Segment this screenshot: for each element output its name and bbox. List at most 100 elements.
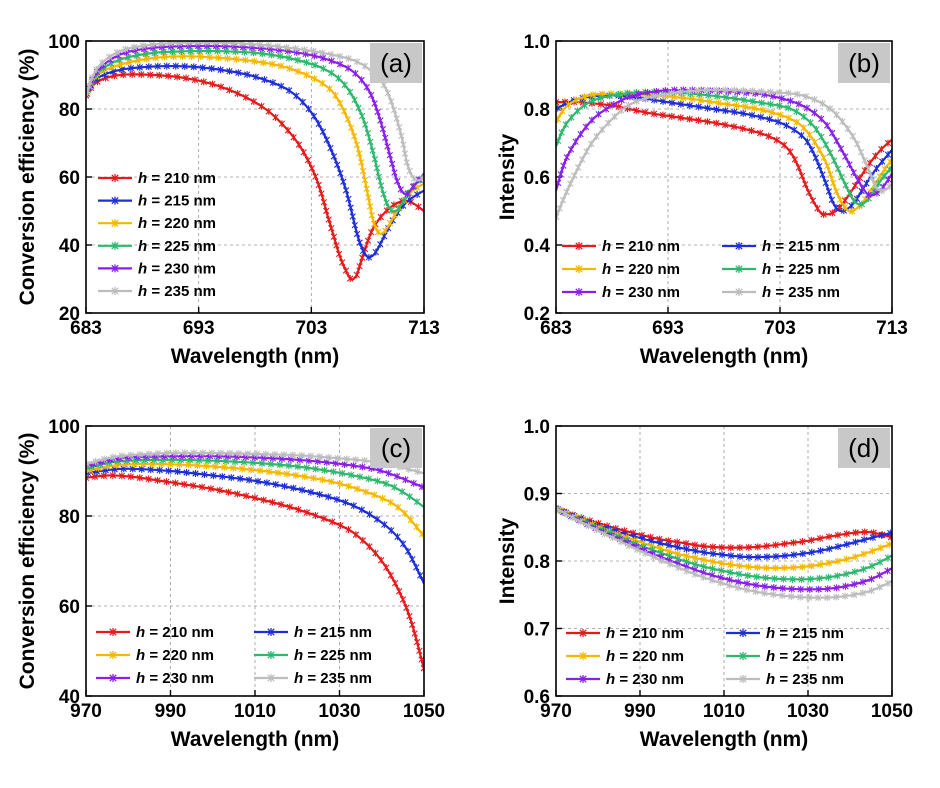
- y-axis-label: Intensity: [496, 518, 519, 605]
- legend-entry-value: = 210 nm: [145, 624, 214, 641]
- y-tick-label: 100: [48, 417, 80, 438]
- y-tick-label: 0.8: [524, 100, 550, 121]
- y-axis-label: Intensity: [496, 134, 519, 221]
- legend: h = 210 nmh = 215 nmh = 220 nmh = 225 nm…: [98, 170, 216, 300]
- series-line-220nm: [556, 507, 892, 570]
- legend-marker: [579, 629, 587, 637]
- series-line-230nm: [86, 454, 424, 489]
- legend-entry: h = 230 nm: [138, 260, 216, 277]
- legend-entry: h = 235 nm: [294, 670, 372, 687]
- legend-entry-value: = 230 nm: [611, 284, 680, 301]
- legend-marker: [267, 628, 275, 636]
- x-tick-label: 990: [155, 701, 187, 722]
- panel-label: (c): [381, 433, 411, 463]
- legend-entry: h = 210 nm: [136, 624, 214, 641]
- panel-label: (b): [848, 48, 880, 78]
- legend-entry-symbol: h: [606, 648, 615, 665]
- series-group: [556, 86, 892, 221]
- series-line-225nm: [556, 507, 892, 581]
- legend-entry-symbol: h: [136, 647, 145, 664]
- legend-entry: h = 220 nm: [602, 261, 680, 278]
- legend-entry-symbol: h: [762, 238, 771, 255]
- legend-entry: h = 235 nm: [766, 671, 844, 688]
- y-tick-label: 0.7: [524, 620, 550, 641]
- panel-label-background: [838, 428, 890, 468]
- legend-entry-symbol: h: [294, 647, 303, 664]
- legend-marker: [579, 675, 587, 683]
- panel-label: (d): [848, 433, 880, 463]
- legend-entry-value: = 210 nm: [147, 170, 216, 187]
- legend-entry-symbol: h: [138, 193, 147, 210]
- x-tick-label: 683: [540, 318, 572, 339]
- legend-entry-symbol: h: [766, 625, 775, 642]
- y-tick-label: 100: [48, 32, 80, 53]
- x-tick-label: 703: [764, 318, 796, 339]
- chart-panel-d: 970 990 1010 1030 1050 0.6 0.7 0.8 0.9 1.0 (d) Wave…: [496, 417, 913, 751]
- legend-entry-symbol: h: [766, 671, 775, 688]
- legend-entry-symbol: h: [138, 260, 147, 277]
- legend-entry-value: = 220 nm: [611, 261, 680, 278]
- legend-marker: [575, 242, 583, 250]
- series-markers-235nm: [556, 505, 892, 602]
- y-tick-label: 0.8: [524, 552, 550, 573]
- legend-entry: h = 225 nm: [294, 647, 372, 664]
- x-tick-label: 693: [183, 318, 215, 339]
- legend-entry-value: = 220 nm: [147, 215, 216, 232]
- legend-marker: [739, 629, 747, 637]
- series-markers-220nm: [556, 506, 892, 572]
- legend-entry: h = 230 nm: [606, 671, 684, 688]
- y-tick-label: 1.0: [524, 32, 550, 53]
- legend-entry-value: = 235 nm: [303, 670, 372, 687]
- legend-entry: h = 215 nm: [762, 238, 840, 255]
- chart-panel-b: 683 693 703 713 0.2 0.4 0.6 0.8 1.0 (b) Wavelength…: [496, 32, 908, 368]
- legend-entry-value: = 215 nm: [775, 625, 844, 642]
- legend-marker: [579, 652, 587, 660]
- x-axis-label: Wavelength (nm): [171, 345, 339, 368]
- y-tick-label: 60: [59, 168, 80, 189]
- y-tick-label: 0.4: [524, 236, 551, 257]
- legend-marker: [109, 628, 117, 636]
- legend-entry-value: = 230 nm: [615, 671, 684, 688]
- legend-entry-symbol: h: [294, 670, 303, 687]
- y-tick-label: 1.0: [524, 417, 550, 438]
- plot-frame: [555, 425, 893, 697]
- legend-marker: [267, 674, 275, 682]
- legend-entry-symbol: h: [762, 261, 771, 278]
- x-tick-label: 1030: [787, 701, 829, 722]
- legend-entry: h = 210 nm: [138, 170, 216, 187]
- legend-marker: [111, 241, 119, 250]
- series-group: [86, 449, 424, 672]
- chart-panel-a: 683 693 703 713 20 40 60 80 100 (a) Wavelength (nm…: [16, 32, 440, 368]
- legend-marker: [111, 219, 119, 228]
- series-markers-230nm: [559, 508, 891, 593]
- legend-entry: h = 210 nm: [606, 625, 684, 642]
- plot-frame: [85, 40, 425, 314]
- series-line-215nm: [556, 507, 892, 559]
- legend-marker: [111, 196, 119, 205]
- legend-entry-symbol: h: [138, 238, 147, 255]
- legend-entry-value: = 225 nm: [303, 647, 372, 664]
- legend-marker: [739, 675, 747, 683]
- series-markers-225nm: [88, 456, 421, 506]
- legend-entry: h = 225 nm: [138, 238, 216, 255]
- legend-entry: h = 215 nm: [294, 624, 372, 641]
- legend-entry: h = 220 nm: [136, 647, 214, 664]
- legend-entry: h = 235 nm: [762, 284, 840, 301]
- legend-entry-symbol: h: [136, 670, 145, 687]
- series-group: [556, 504, 892, 602]
- y-tick-label: 40: [59, 236, 80, 257]
- legend-marker: [735, 265, 743, 273]
- legend-entry: h = 230 nm: [602, 284, 680, 301]
- x-tick-label: 693: [652, 318, 684, 339]
- series-markers-210nm: [86, 471, 424, 672]
- x-tick-label: 1050: [871, 701, 913, 722]
- x-tick-label: 970: [70, 701, 102, 722]
- legend-marker: [111, 264, 119, 273]
- legend-entry: h = 215 nm: [766, 625, 844, 642]
- y-tick-label: 0.9: [524, 485, 550, 506]
- y-tick-label: 60: [59, 597, 80, 618]
- panel-label: (a): [380, 48, 412, 78]
- x-axis-label: Wavelength (nm): [640, 345, 808, 368]
